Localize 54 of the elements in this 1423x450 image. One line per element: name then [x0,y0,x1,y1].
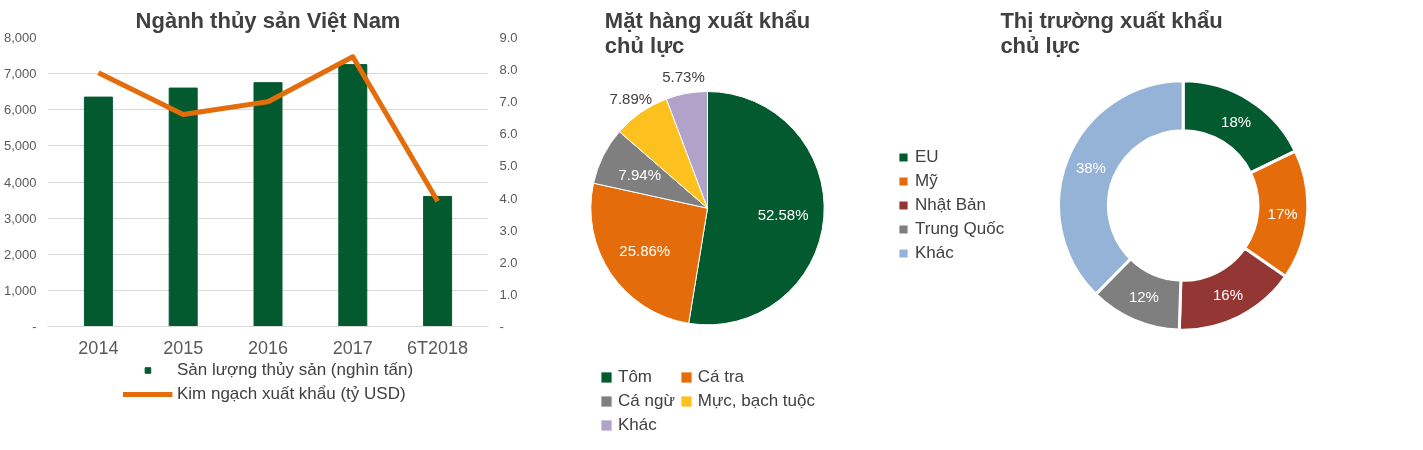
legend-label: Khác [618,415,657,435]
data-label: 7.94% [618,165,662,183]
data-label: 25.86% [619,242,671,260]
x-tick-label: 2016 [247,337,289,358]
y2-tick-label: 3.0 [499,222,518,238]
y-tick-label: 4,000 [3,174,37,190]
y2-tick-label: 6.0 [499,126,518,142]
y2-tick-label: 7.0 [499,94,518,110]
legend-label: EU [915,147,939,167]
y-tick-label: 5,000 [3,138,37,154]
chart-title: Mặt hàng xuất khẩu chủ lực [604,7,811,58]
data-label: 5.73% [662,67,705,85]
y2-tick-label: 4.0 [499,190,518,206]
legend-label: Sản lượng thủy sản (nghìn tấn) [176,360,414,380]
y2-tick-label: 8.0 [499,62,518,78]
y-tick-label: 8,000 [3,30,37,45]
data-label: 18% [1221,112,1252,130]
y2-tick-label: 2.0 [499,254,518,270]
data-label: 17% [1267,204,1298,222]
data-label: 12% [1128,288,1159,306]
y-tick-label: 1,000 [3,282,37,298]
y-tick-label: 7,000 [3,66,37,82]
x-tick-label: 6T2018 [407,337,469,358]
legend-label: Tôm [618,367,653,387]
y-tick-label: 2,000 [3,246,37,262]
legend-label: Trung Quốc [915,219,1005,239]
y2-tick-label: 5.0 [499,158,518,174]
bar [83,96,113,327]
data-label: 38% [1075,159,1106,177]
bar [423,195,453,327]
data-label: 52.58% [757,205,809,223]
chart-title: Ngành thủy sản Việt Nam [135,7,401,33]
data-label: 16% [1213,285,1244,303]
bar [338,64,368,327]
data-label: 7.89% [609,89,653,107]
legend-label: Kim ngạch xuất khẩu (tỷ USD) [176,384,406,404]
bar [168,87,198,327]
legend-label: Cá tra [697,367,745,387]
legend-label: Mỹ [915,171,938,191]
legend-label: Cá ngừ [618,391,675,411]
y2-tick-label: 1.0 [499,286,518,302]
legend-label: Khác [915,243,954,263]
legend-label: Nhật Bản [915,195,986,215]
y-tick-label: 3,000 [3,210,37,226]
y-tick-label: 6,000 [3,102,37,118]
x-tick-label: 2017 [332,337,373,358]
y-tick-label: - [32,319,37,334]
legend-label: Mực, bạch tuộc [697,391,815,411]
y2-tick-label: - [499,319,504,334]
chart-title: Thị trường xuất khẩu chủ lực [1000,7,1223,58]
bar [253,82,283,327]
y2-tick-label: 9.0 [499,30,518,45]
x-tick-label: 2015 [163,337,204,358]
x-tick-label: 2014 [78,337,119,358]
